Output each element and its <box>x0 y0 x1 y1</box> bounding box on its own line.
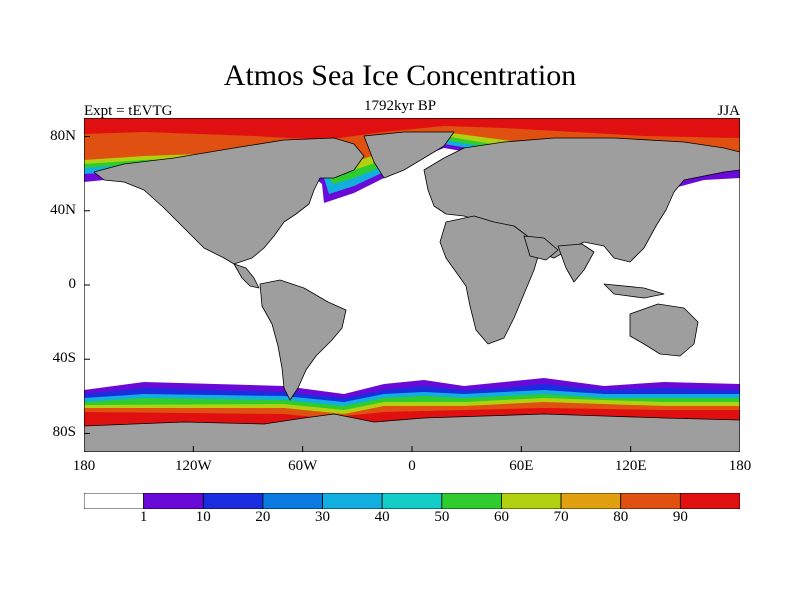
y-tick-label: 80S <box>52 424 76 441</box>
x-tick-label: 180 <box>728 458 752 474</box>
x-tick-label: 0 <box>408 458 416 474</box>
colorbar-label: 40 <box>374 509 390 525</box>
plot-subtitle: 1792kyr BP <box>363 98 437 114</box>
axis-ticks <box>84 136 740 452</box>
colorbar-segment <box>501 493 562 509</box>
experiment-label: Expt = tEVTG <box>84 103 173 119</box>
x-tick-label: 120W <box>174 458 212 474</box>
x-tick-label: 60W <box>288 458 318 474</box>
arctic-ice-band-red <box>84 118 740 140</box>
colorbar-segment <box>202 493 264 509</box>
colorbar-segment <box>143 493 204 509</box>
colorbar-label: 20 <box>255 509 271 525</box>
land-arabia <box>523 235 559 261</box>
colorbar-segment <box>620 493 681 509</box>
season-label: JJA <box>717 103 740 119</box>
colorbar-label: 70 <box>553 509 569 525</box>
x-tick-label: 180 <box>72 458 96 474</box>
colorbar-label: 80 <box>613 509 629 525</box>
land-indonesia <box>603 283 665 299</box>
colorbar-segment <box>381 493 443 509</box>
colorbar-segment <box>84 493 145 509</box>
colorbar-label: 50 <box>434 509 450 525</box>
land <box>84 131 740 452</box>
x-tick-label: 120E <box>614 458 647 474</box>
colorbar-segment <box>441 493 502 509</box>
colorbar-label: 60 <box>493 509 509 525</box>
colorbar-segment <box>262 493 323 509</box>
plot-title: Atmos Sea Ice Concentration <box>223 59 577 92</box>
y-tick-label: 40N <box>50 201 76 218</box>
x-tick-label: 60E <box>509 458 534 474</box>
y-tick-label: 0 <box>68 276 77 292</box>
colorbar-segment <box>560 493 622 509</box>
y-tick-label: 80N <box>50 127 76 144</box>
colorbar-label: 90 <box>672 509 688 525</box>
land-india <box>557 243 595 283</box>
y-tick-label: 40S <box>52 350 76 367</box>
colorbar-label: 30 <box>315 509 331 525</box>
colorbar-label: 10 <box>195 509 211 525</box>
land-greenland <box>363 131 455 179</box>
colorbar-segment <box>322 493 383 509</box>
map-plot <box>84 118 740 452</box>
colorbar-label: 1 <box>139 509 148 525</box>
land-north-america <box>93 137 365 289</box>
land-australia <box>629 303 699 357</box>
land-antarctica <box>84 413 740 452</box>
colorbar <box>84 493 740 509</box>
land-africa <box>439 215 541 345</box>
colorbar-segment <box>679 493 740 509</box>
land-south-america <box>259 279 347 401</box>
